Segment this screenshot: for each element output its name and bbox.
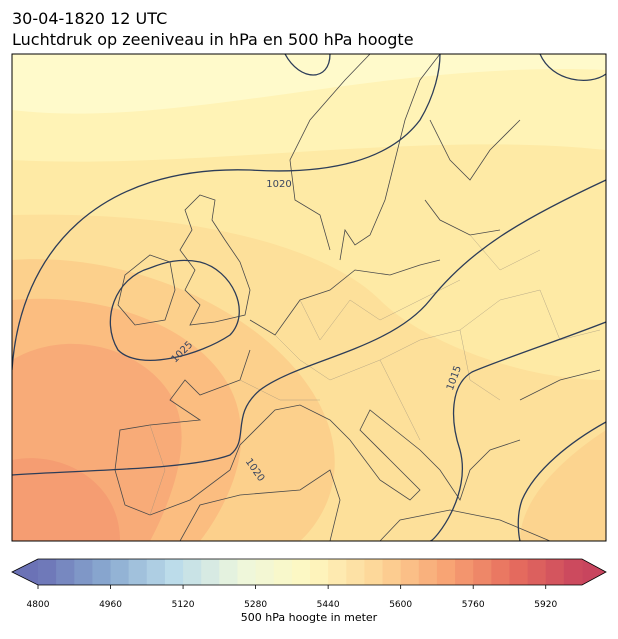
colorbar-swatch — [146, 559, 166, 585]
colorbar-tick-label: 5920 — [534, 600, 557, 610]
colorbar-swatch — [400, 559, 420, 585]
colorbar-tick-label: 5600 — [389, 600, 412, 610]
colorbar-swatch — [436, 559, 456, 585]
colorbar-swatch — [237, 559, 257, 585]
colorbar-swatch — [473, 559, 492, 585]
colorbar-extend-high — [582, 559, 606, 585]
colorbar-swatch — [364, 559, 384, 585]
colorbar-label: 500 hPa hoogte in meter — [241, 611, 378, 624]
colorbar-swatch — [382, 559, 402, 585]
colorbar-extend-low — [12, 559, 38, 585]
colorbar-tick-label: 4800 — [27, 600, 50, 610]
colorbar-swatch — [291, 559, 311, 585]
colorbar-tick-label: 5440 — [317, 600, 340, 610]
colorbar-tick-label: 5120 — [172, 600, 195, 610]
colorbar-swatch — [455, 559, 474, 585]
colorbar-outline — [11, 558, 607, 586]
colorbar-swatch — [128, 559, 148, 585]
colorbar-swatch — [183, 559, 202, 585]
colorbar-swatch — [273, 559, 293, 585]
colorbar-swatch — [219, 559, 238, 585]
colorbar-swatch — [346, 559, 365, 585]
colorbar-swatch — [38, 559, 57, 585]
colorbar-swatch — [328, 559, 347, 585]
colorbar-tick-label: 4960 — [99, 600, 122, 610]
contour-label: 1020 — [266, 179, 291, 190]
colorbar-swatch — [110, 559, 130, 585]
colorbar-swatch — [255, 559, 275, 585]
colorbar-swatch — [74, 559, 93, 585]
colorbar-tick-label: 5280 — [244, 600, 267, 610]
colorbar-swatch — [92, 559, 112, 585]
colorbar-swatch — [310, 559, 329, 585]
colorbar-swatch — [56, 559, 75, 585]
colorbar-swatch — [164, 559, 184, 585]
colorbar-swatch — [491, 559, 510, 585]
colorbar: 4800 4960 5120 5280 5440 5600 5760 5920 — [11, 558, 607, 610]
colorbar-swatch — [545, 559, 565, 585]
colorbar-swatch — [509, 559, 529, 585]
title: 30-04-1820 12 UTC — [12, 9, 167, 28]
subtitle: Luchtdruk op zeeniveau in hPa en 500 hPa… — [12, 30, 414, 49]
colorbar-swatch — [527, 559, 547, 585]
colorbar-tick-label: 5760 — [462, 600, 485, 610]
colorbar-swatch — [563, 559, 583, 585]
colorbar-swatch — [201, 559, 220, 585]
colorbar-swatch — [418, 559, 438, 585]
